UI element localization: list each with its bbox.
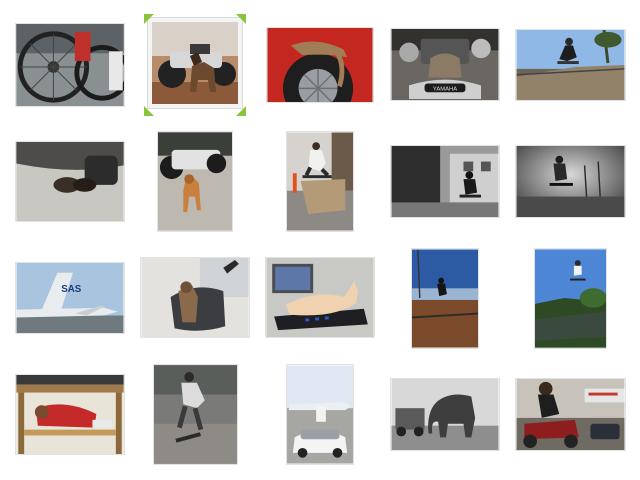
cat-on-scooter-image [141, 258, 249, 337]
cat-under-car-image [16, 142, 124, 221]
thumbnail-cat-on-yamaha-motorcycle[interactable]: YAMAHA [390, 28, 500, 101]
dog-by-motorcycle-image [158, 132, 232, 231]
thumbnail-sas-airplane[interactable]: SAS [15, 262, 125, 334]
skateboarder-on-barrier-image [287, 132, 353, 231]
thumbnail-skateboarder-sunset[interactable] [411, 248, 479, 349]
airline-logo-text: SAS [61, 284, 82, 295]
child-under-table-image [16, 375, 124, 454]
skateboarder-kickflip-image [154, 365, 237, 464]
svg-text:YAMAHA: YAMAHA [433, 86, 457, 92]
thumbnail-cat-under-car[interactable] [15, 141, 125, 222]
thumbnail-dog-by-motorcycle[interactable] [157, 131, 233, 232]
skateboarder-on-ramp-image [516, 30, 625, 100]
thumbnail-cat-on-scooter[interactable] [140, 257, 250, 338]
thumbnail-child-under-table[interactable] [15, 374, 125, 455]
elephant-and-truck-image [391, 379, 499, 450]
thumbnail-skateboarder-kickflip[interactable] [153, 364, 238, 465]
thumbnail-dog-with-motorcycle[interactable] [148, 18, 242, 108]
thumbnail-skateboarder-on-barrier[interactable] [286, 131, 354, 232]
skateboarder-sunset-image [412, 249, 478, 348]
selection-corner-bottom-left [144, 106, 154, 116]
selection-corner-top-right [236, 14, 246, 24]
selection-corner-bottom-right [236, 106, 246, 116]
rider-on-atv-image [516, 379, 625, 450]
skateboarder-jump-bw-image [516, 146, 625, 217]
thumbnail-skateboarder-jump-bw[interactable] [515, 145, 626, 218]
thumbnail-elephant-and-truck[interactable] [390, 378, 500, 451]
thumbnail-bicycle-wheels[interactable] [15, 23, 125, 107]
dog-with-motorcycle-image [152, 22, 238, 104]
thumbnail-cat-on-laptop[interactable] [265, 257, 375, 338]
thumbnail-skateboarder-street-bw[interactable] [390, 145, 500, 218]
thumbnail-cat-on-tire[interactable] [266, 27, 374, 103]
thumbnail-skateboarder-air[interactable] [534, 248, 607, 349]
cat-on-yamaha-motorcycle-image: YAMAHA [391, 29, 499, 100]
selection-corner-top-left [144, 14, 154, 24]
cat-on-tire-image [267, 28, 373, 102]
skateboarder-street-bw-image [391, 146, 499, 217]
thumbnail-rider-on-atv[interactable] [515, 378, 626, 451]
car-at-airport-image [287, 365, 353, 464]
cat-on-laptop-image [266, 258, 374, 337]
bicycle-wheels-image [16, 24, 124, 106]
thumbnail-car-at-airport[interactable] [286, 364, 354, 465]
sas-airplane-image: SAS [16, 263, 124, 333]
thumbnail-skateboarder-on-ramp[interactable] [515, 29, 626, 101]
skateboarder-air-image [535, 249, 606, 348]
